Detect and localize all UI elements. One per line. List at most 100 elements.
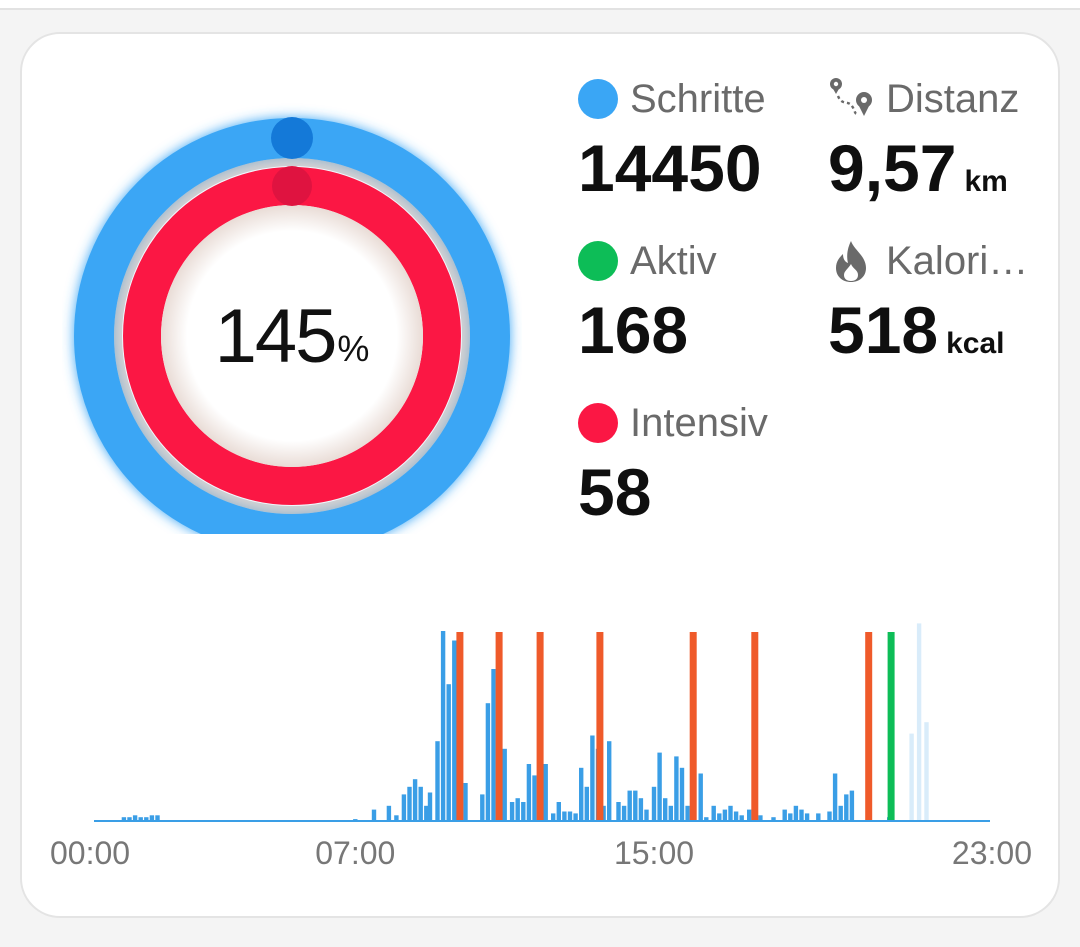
chart-bar <box>463 783 468 821</box>
chart-bar <box>515 798 520 821</box>
chart-bar <box>804 813 810 821</box>
x-tick-label: 15:00 <box>614 835 694 871</box>
chart-bar <box>722 809 728 821</box>
chart-bar <box>621 805 627 821</box>
chart-bar <box>627 790 632 821</box>
chart-bar <box>733 811 739 821</box>
chart-bar <box>418 786 423 821</box>
goal-percent: 145% <box>62 106 522 566</box>
stat-intense[interactable]: Intensiv 58 <box>578 398 768 528</box>
activity-rings: 145% <box>62 74 522 534</box>
chart-bar <box>771 817 776 821</box>
chart-bar <box>704 817 709 821</box>
chart-bar <box>679 767 685 821</box>
intense-marker <box>596 632 604 821</box>
chart-bar <box>394 815 399 821</box>
route-pin-icon <box>830 78 872 116</box>
goal-percent-value: 145 <box>214 293 338 379</box>
chart-bars <box>121 623 929 821</box>
active-marker <box>887 632 895 821</box>
chart-bar <box>747 809 752 821</box>
chart-bar <box>440 631 446 821</box>
chart-bar <box>739 815 744 821</box>
chart-bar <box>758 815 763 821</box>
ring-center <box>161 205 423 467</box>
intense-label: Intensiv <box>630 400 768 445</box>
chart-bar <box>916 623 922 821</box>
chart-markers <box>456 632 895 821</box>
chart-bar <box>491 669 496 821</box>
chart-bar <box>424 805 429 821</box>
chart-bar <box>386 805 392 821</box>
chart-bar <box>685 805 690 821</box>
active-label: Aktiv <box>630 238 717 283</box>
chart-bar <box>144 817 149 821</box>
hourly-steps-chart: 00:00 07:00 15:00 23:00 <box>50 623 1032 871</box>
chart-bar <box>412 779 418 821</box>
chart-bar <box>127 817 132 821</box>
distance-value: 9,57 <box>828 131 957 205</box>
chart-x-axis: 00:00 07:00 15:00 23:00 <box>50 835 1032 871</box>
chart-bar <box>616 802 621 821</box>
chart-bar <box>698 773 703 821</box>
chart-bar <box>644 809 649 821</box>
active-dot-icon <box>578 241 618 281</box>
chart-bar <box>562 811 567 821</box>
chart-bar <box>668 805 673 821</box>
chart-bar <box>526 764 532 821</box>
chart-bar <box>782 809 787 821</box>
stat-calories[interactable]: Kalori… 518 kcal <box>828 236 1028 380</box>
chart-bar <box>509 802 515 821</box>
intense-marker <box>865 632 873 821</box>
chart-bar <box>849 790 855 821</box>
chart-bar <box>573 813 578 821</box>
chart-bar <box>584 786 589 821</box>
chart-bar <box>155 815 160 821</box>
stat-distance[interactable]: Distanz 9,57 km <box>828 74 1019 218</box>
chart-bar <box>149 815 155 821</box>
active-value: 168 <box>578 293 689 367</box>
chart-bar <box>427 792 433 821</box>
calories-unit: kcal <box>946 327 1005 360</box>
chart-bar <box>909 733 914 821</box>
chart-bar <box>717 813 722 821</box>
chart-bar <box>485 703 491 821</box>
intense-dot-icon <box>578 403 618 443</box>
rings-graphic <box>74 117 510 534</box>
stat-steps[interactable]: Schritte 14450 <box>578 74 766 204</box>
chart-bar <box>532 775 537 821</box>
intense-marker <box>456 632 464 821</box>
chart-bar <box>788 813 793 821</box>
stat-active[interactable]: Aktiv 168 <box>578 236 717 366</box>
x-tick-label: 00:00 <box>50 835 130 871</box>
steps-value: 14450 <box>578 131 762 205</box>
chart-bar <box>543 764 548 821</box>
flame-icon <box>836 241 866 282</box>
chart-bar <box>132 815 138 821</box>
intense-marker <box>495 632 503 821</box>
intense-marker <box>751 632 759 821</box>
activity-card[interactable]: 145% Schritte 14450 Distanz 9,57 km <box>20 32 1060 918</box>
chart-bar <box>674 756 679 821</box>
chart-bar <box>407 786 412 821</box>
chart-bar <box>551 813 556 821</box>
chart-bar <box>651 786 657 821</box>
chart-bar <box>556 802 561 821</box>
intense-marker <box>689 632 697 821</box>
distance-unit: km <box>964 165 1008 198</box>
chart-bar <box>663 798 668 821</box>
chart-bar <box>502 748 507 821</box>
chart-bar <box>435 741 440 821</box>
x-tick-label: 07:00 <box>315 835 395 871</box>
calories-value: 518 <box>828 293 939 367</box>
chart-bar <box>638 798 644 821</box>
top-divider <box>0 0 1080 10</box>
chart-bar <box>816 813 821 821</box>
distance-label: Distanz <box>886 76 1020 121</box>
chart-bar <box>827 811 832 821</box>
ring-gap <box>114 158 470 514</box>
chart-bar <box>832 773 838 821</box>
x-tick-label: 23:00 <box>952 835 1032 871</box>
chart-bar <box>633 790 638 821</box>
steps-dot-icon <box>578 79 618 119</box>
